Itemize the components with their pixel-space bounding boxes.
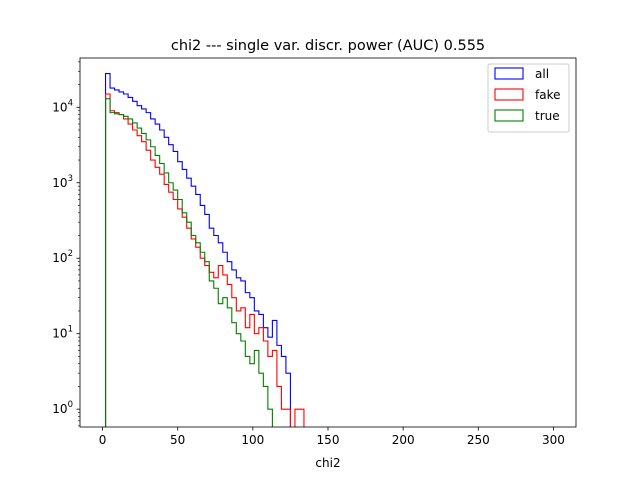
x-tick-label: 300: [542, 433, 565, 447]
legend: all fake true: [487, 63, 570, 133]
y-tick-label: 100: [52, 400, 73, 416]
legend-swatch-true: [494, 109, 524, 122]
x-tick-label: 200: [392, 433, 415, 447]
y-tick-label: 102: [52, 249, 73, 265]
legend-swatch-all: [494, 67, 524, 80]
x-tick-label: 0: [99, 433, 107, 447]
series-layer: [105, 73, 305, 427]
y-tick-label: 101: [52, 325, 73, 341]
x-tick-label: 150: [317, 433, 340, 447]
legend-swatch-fake: [494, 88, 524, 101]
series-true-step-line: [105, 98, 273, 427]
legend-frame: [487, 63, 570, 133]
x-axis: 0 50 100 150 200 250 300: [99, 427, 565, 447]
y-tick-label: 104: [52, 98, 73, 114]
chart-title: chi2 --- single var. discr. power (AUC) …: [171, 38, 485, 54]
x-axis-label: chi2: [315, 456, 340, 470]
x-tick-label: 50: [170, 433, 185, 447]
x-tick-label: 250: [467, 433, 490, 447]
legend-label-fake: fake: [535, 88, 560, 102]
y-axis: 100 101 102 103 104: [52, 61, 80, 427]
series-group: [105, 73, 305, 427]
x-tick-label: 100: [241, 433, 264, 447]
series-fake-step-line: [105, 93, 305, 427]
y-tick-label: 103: [52, 174, 73, 190]
legend-label-true: true: [535, 109, 560, 123]
series-all-step-line: [105, 73, 291, 427]
legend-label-all: all: [535, 67, 549, 81]
